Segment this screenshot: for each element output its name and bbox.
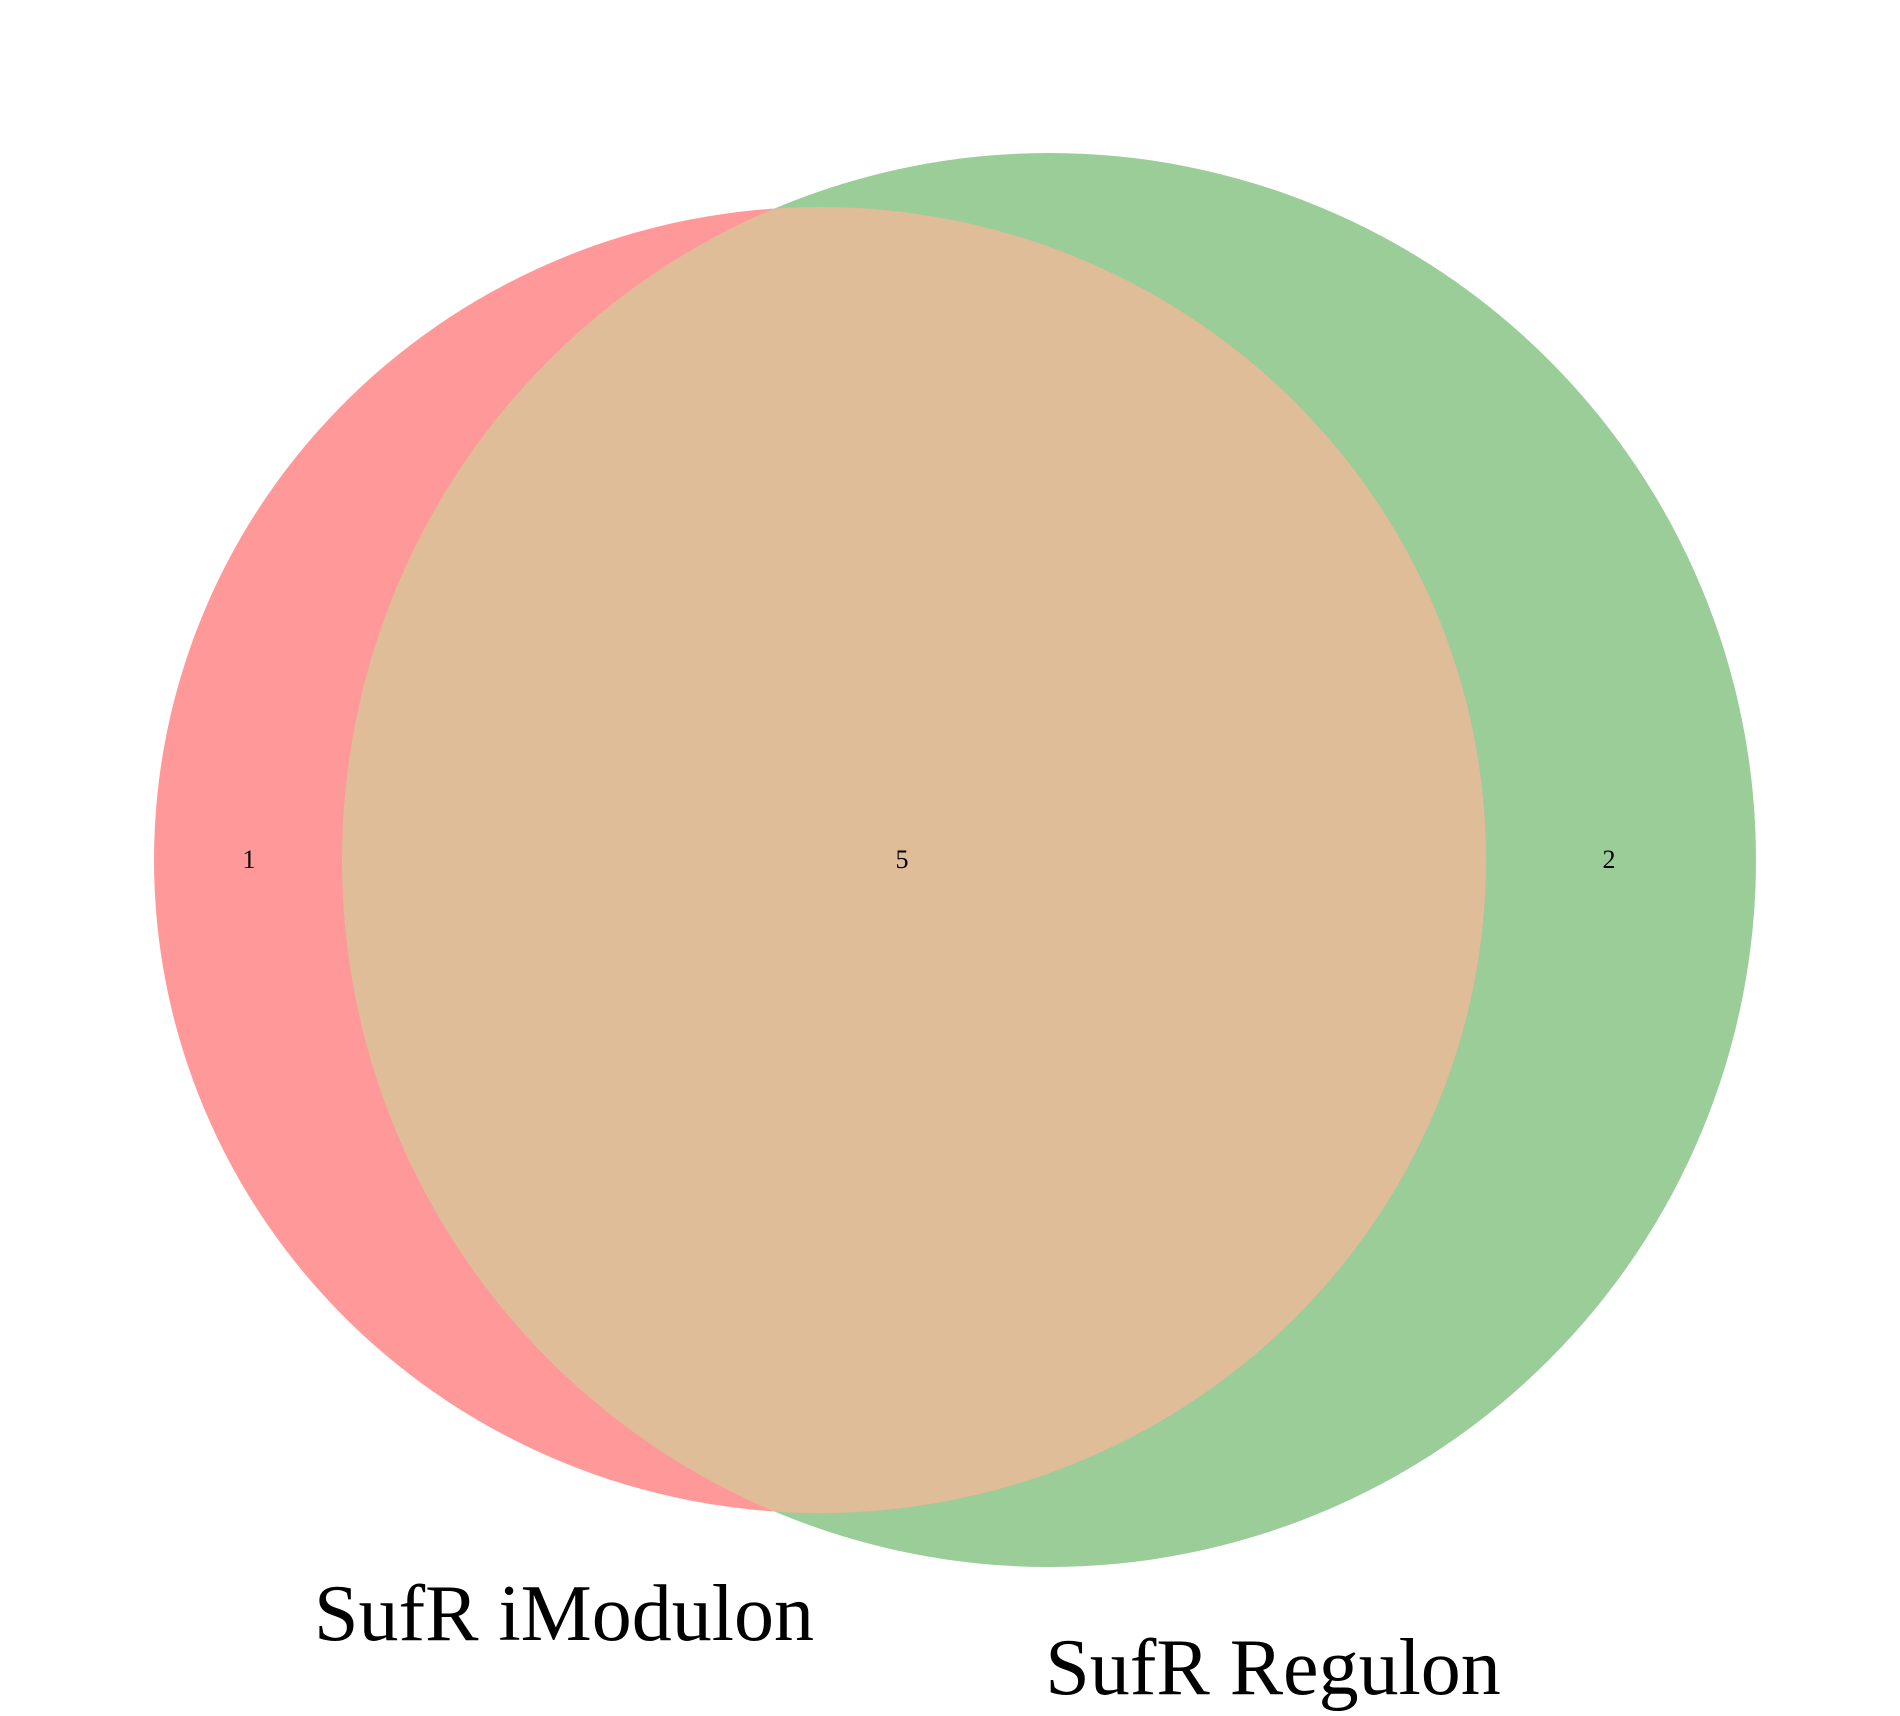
regulon-only-count: 2 [1603, 845, 1616, 874]
regulon-set-label: SufR Regulon [1045, 1624, 1501, 1712]
imodulon-only-count: 1 [243, 845, 256, 874]
imodulon-set-label: SufR iModulon [314, 1570, 814, 1658]
intersection-count: 5 [896, 845, 909, 874]
